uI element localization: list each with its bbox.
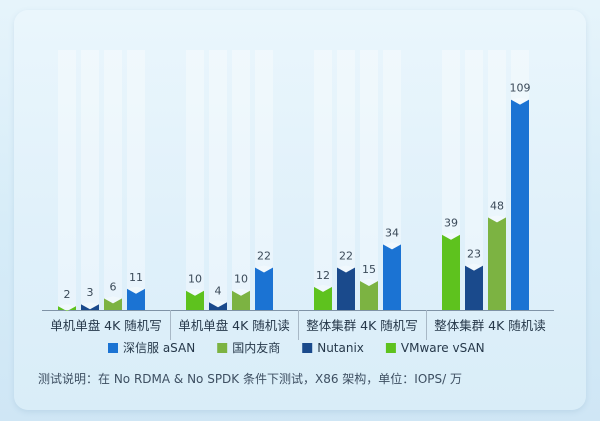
bar-cap	[186, 288, 204, 296]
data-label: 23	[467, 248, 481, 261]
data-label: 10	[188, 273, 202, 286]
data-label: 34	[385, 226, 399, 239]
data-label: 10	[234, 273, 248, 286]
bar-track	[209, 50, 227, 310]
bar-cap	[127, 286, 145, 294]
legend-label: Nutanix	[317, 341, 364, 355]
bar-cap	[383, 242, 401, 250]
bar-track	[314, 50, 332, 310]
data-label: 12	[316, 269, 330, 282]
bar-cap	[488, 215, 506, 223]
bar	[488, 217, 506, 310]
bar	[104, 298, 122, 310]
bar-track	[81, 50, 99, 310]
bar-cap	[58, 304, 76, 312]
bar-cap	[360, 279, 378, 287]
bar-track	[337, 50, 355, 310]
bar	[511, 99, 529, 310]
data-label: 109	[510, 82, 531, 95]
bar-track	[186, 50, 204, 310]
bar-cap	[81, 302, 99, 310]
data-label: 39	[444, 217, 458, 230]
bar-track	[127, 50, 145, 310]
bar-cap	[465, 263, 483, 271]
legend-swatch	[108, 343, 118, 353]
bar	[186, 290, 204, 310]
bar-track	[58, 50, 76, 310]
bar	[337, 267, 355, 310]
data-label: 4	[215, 284, 222, 297]
bar-track	[383, 50, 401, 310]
data-label: 15	[362, 263, 376, 276]
legend-swatch	[385, 343, 396, 353]
legend-swatch	[217, 343, 228, 353]
data-label: 22	[339, 250, 353, 263]
bar	[314, 286, 332, 310]
bar	[81, 304, 99, 310]
bar	[465, 265, 483, 310]
data-label: 2	[64, 288, 71, 301]
bar-cap	[442, 232, 460, 240]
legend-swatch	[302, 343, 313, 353]
category-label: 整体集群 4K 随机读	[434, 318, 546, 333]
bar	[360, 281, 378, 310]
bar	[232, 290, 250, 310]
category-label: 单机单盘 4K 随机读	[178, 318, 290, 333]
bar-track	[255, 50, 273, 310]
bar-cap	[337, 265, 355, 273]
data-label: 11	[129, 271, 143, 284]
bar-cap	[209, 300, 227, 308]
category-label: 整体集群 4K 随机写	[306, 318, 418, 333]
data-label: 6	[110, 280, 117, 293]
bar	[383, 244, 401, 310]
bar	[127, 288, 145, 310]
bar	[442, 234, 460, 310]
legend-label: 国内友商	[232, 340, 280, 355]
bar-track	[360, 50, 378, 310]
bar-cap	[314, 284, 332, 292]
bar	[58, 306, 76, 312]
bar-track	[232, 50, 250, 310]
data-label: 22	[257, 250, 271, 263]
bar	[255, 267, 273, 310]
bar	[209, 302, 227, 310]
bar-cap	[104, 296, 122, 304]
legend-label: 深信服 aSAN	[123, 341, 195, 355]
bar-track	[104, 50, 122, 310]
category-label: 单机单盘 4K 随机写	[50, 318, 162, 333]
bar-cap	[255, 265, 273, 273]
data-label: 48	[490, 199, 504, 212]
legend-label: VMware vSAN	[401, 341, 485, 355]
bar-cap	[511, 97, 529, 105]
footnote: 测试说明：在 No RDMA & No SPDK 条件下测试，X86 架构，单位…	[38, 372, 462, 386]
bar-cap	[232, 288, 250, 296]
data-label: 3	[87, 286, 94, 299]
bar-track	[465, 50, 483, 310]
